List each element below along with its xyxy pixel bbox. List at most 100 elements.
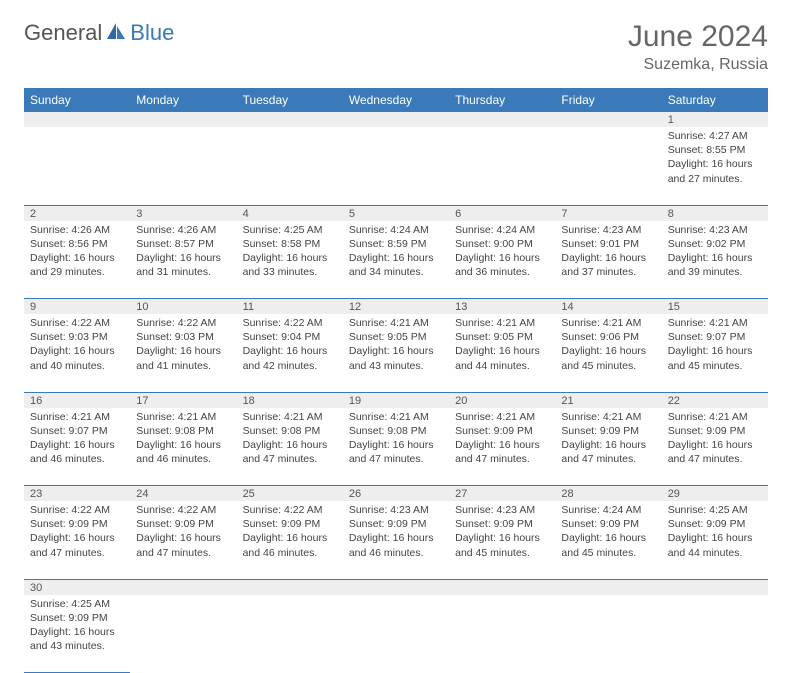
day-d1: Daylight: 16 hours: [455, 531, 549, 545]
day-d1: Daylight: 16 hours: [136, 251, 230, 265]
day-number: 9: [30, 301, 36, 313]
day-sr: Sunrise: 4:21 AM: [349, 410, 443, 424]
day-number: 27: [455, 488, 467, 500]
day-sr: Sunrise: 4:21 AM: [561, 410, 655, 424]
day-d2: and 27 minutes.: [668, 172, 762, 186]
day-d1: Daylight: 16 hours: [561, 344, 655, 358]
daynum-row: 30: [24, 579, 768, 595]
day-sr: Sunrise: 4:27 AM: [668, 129, 762, 143]
day-content-cell: Sunrise: 4:21 AMSunset: 9:09 PMDaylight:…: [662, 408, 768, 486]
day-number-cell: 22: [662, 392, 768, 408]
day-d2: and 45 minutes.: [561, 546, 655, 560]
day-number: 3: [136, 208, 142, 220]
day-ss: Sunset: 9:00 PM: [455, 237, 549, 251]
day-content-cell: Sunrise: 4:26 AMSunset: 8:57 PMDaylight:…: [130, 221, 236, 299]
day-content-cell: Sunrise: 4:21 AMSunset: 9:09 PMDaylight:…: [449, 408, 555, 486]
day-number-cell: 7: [555, 205, 661, 221]
day-d2: and 47 minutes.: [561, 452, 655, 466]
day-ss: Sunset: 9:01 PM: [561, 237, 655, 251]
day-ss: Sunset: 8:56 PM: [30, 237, 124, 251]
day-d2: and 45 minutes.: [561, 359, 655, 373]
day-number-cell: 9: [24, 299, 130, 315]
content-row: Sunrise: 4:21 AM Sunset: 9:07 PM Daylight:…: [24, 408, 768, 486]
day-content-cell: Sunrise: 4:22 AMSunset: 9:04 PMDaylight:…: [237, 314, 343, 392]
content-row: Sunrise: 4:22 AM Sunset: 9:09 PM Daylight:…: [24, 501, 768, 579]
day-sr: Sunrise: 4:22 AM: [30, 316, 124, 330]
title-block: June 2024 Suzemka, Russia: [628, 20, 768, 74]
day-d2: and 45 minutes.: [455, 546, 549, 560]
day-d1: Daylight: 16 hours: [561, 251, 655, 265]
day-d1: Daylight: 16 hours: [668, 344, 762, 358]
day-d2: and 47 minutes.: [349, 452, 443, 466]
day-ss: Sunset: 9:03 PM: [30, 330, 124, 344]
day-sr: Sunrise: 4:22 AM: [136, 503, 230, 517]
day-ss: Sunset: 8:57 PM: [136, 237, 230, 251]
day-ss: Sunset: 9:09 PM: [668, 517, 762, 531]
day-number: 28: [561, 488, 573, 500]
day-content-cell: Sunrise: 4:24 AMSunset: 9:00 PMDaylight:…: [449, 221, 555, 299]
day-sr: Sunrise: 4:23 AM: [349, 503, 443, 517]
day-d2: and 47 minutes.: [243, 452, 337, 466]
day-sr: Sunrise: 4:21 AM: [455, 410, 549, 424]
day-sr: Sunrise: 4:25 AM: [30, 597, 124, 611]
day-d1: Daylight: 16 hours: [136, 531, 230, 545]
day-ss: Sunset: 9:07 PM: [30, 424, 124, 438]
day-sr: Sunrise: 4:21 AM: [349, 316, 443, 330]
day-number-cell: 12: [343, 299, 449, 315]
day-ss: Sunset: 9:04 PM: [243, 330, 337, 344]
day-content-cell: Sunrise: 4:23 AMSunset: 9:02 PMDaylight:…: [662, 221, 768, 299]
day-number-cell: 17: [130, 392, 236, 408]
day-sr: Sunrise: 4:25 AM: [243, 223, 337, 237]
day-number-cell: 19: [343, 392, 449, 408]
content-row: Sunrise: 4:22 AMSunset: 9:03 PM Daylight:…: [24, 314, 768, 392]
day-d2: and 42 minutes.: [243, 359, 337, 373]
day-d1: Daylight: 16 hours: [561, 438, 655, 452]
day-content-cell: [130, 127, 236, 205]
day-d2: and 46 minutes.: [349, 546, 443, 560]
day-number: 11: [243, 301, 254, 313]
day-d1: Daylight: 16 hours: [243, 251, 337, 265]
day-number: 25: [243, 488, 255, 500]
day-number: 16: [30, 395, 42, 407]
day-ss: Sunset: 8:58 PM: [243, 237, 337, 251]
day-ss: Sunset: 9:08 PM: [243, 424, 337, 438]
day-sr: Sunrise: 4:24 AM: [455, 223, 549, 237]
day-content-cell: Sunrise: 4:25 AMSunset: 8:58 PMDaylight:…: [237, 221, 343, 299]
day-sr: Sunrise: 4:21 AM: [668, 316, 762, 330]
day-number: 30: [30, 582, 42, 594]
day-d1: Daylight: 16 hours: [668, 438, 762, 452]
day-number-cell: 18: [237, 392, 343, 408]
day-content-cell: Sunrise: 4:21 AMSunset: 9:08 PMDaylight:…: [343, 408, 449, 486]
day-content-cell: Sunrise: 4:21 AMSunset: 9:07 PMDaylight:…: [24, 408, 130, 486]
day-d1: Daylight: 16 hours: [243, 438, 337, 452]
day-d1: Daylight: 16 hours: [455, 344, 549, 358]
day-d1: Daylight: 16 hours: [30, 625, 124, 639]
day-content-cell: Sunrise: 4:22 AMSunset: 9:09 PMDaylight:…: [237, 501, 343, 579]
day-content-cell: Sunrise: 4:22 AMSunset: 9:09 PMDaylight:…: [24, 501, 130, 579]
day-content-cell: Sunrise: 4:21 AMSunset: 9:05 PMDaylight:…: [449, 314, 555, 392]
day-content-cell: [449, 595, 555, 673]
day-number-cell: [449, 112, 555, 127]
day-content-cell: [343, 127, 449, 205]
content-row: Sunrise: 4:27 AMSunset: 8:55 PMDaylight:…: [24, 127, 768, 205]
day-content-cell: Sunrise: 4:22 AMSunset: 9:03 PMDaylight:…: [130, 314, 236, 392]
day-d2: and 36 minutes.: [455, 265, 549, 279]
brand-blue: Blue: [130, 20, 174, 46]
day-content-cell: Sunrise: 4:24 AMSunset: 8:59 PMDaylight:…: [343, 221, 449, 299]
daynum-row: 23242526272829: [24, 486, 768, 502]
col-wednesday: Wednesday: [343, 88, 449, 112]
day-d1: Daylight: 16 hours: [349, 344, 443, 358]
day-number-cell: 27: [449, 486, 555, 502]
day-number-cell: [130, 579, 236, 595]
day-sr: Sunrise: 4:26 AM: [30, 223, 124, 237]
day-content-cell: [24, 127, 130, 205]
day-sr: Sunrise: 4:22 AM: [30, 503, 124, 517]
day-ss: Sunset: 8:55 PM: [668, 143, 762, 157]
day-d1: Daylight: 16 hours: [455, 438, 549, 452]
day-number-cell: 3: [130, 205, 236, 221]
day-d2: and 37 minutes.: [561, 265, 655, 279]
day-d1: Daylight: 16 hours: [243, 344, 337, 358]
day-content-cell: Sunrise: 4:27 AMSunset: 8:55 PMDaylight:…: [662, 127, 768, 205]
day-content-cell: [555, 595, 661, 673]
day-number-cell: 13: [449, 299, 555, 315]
